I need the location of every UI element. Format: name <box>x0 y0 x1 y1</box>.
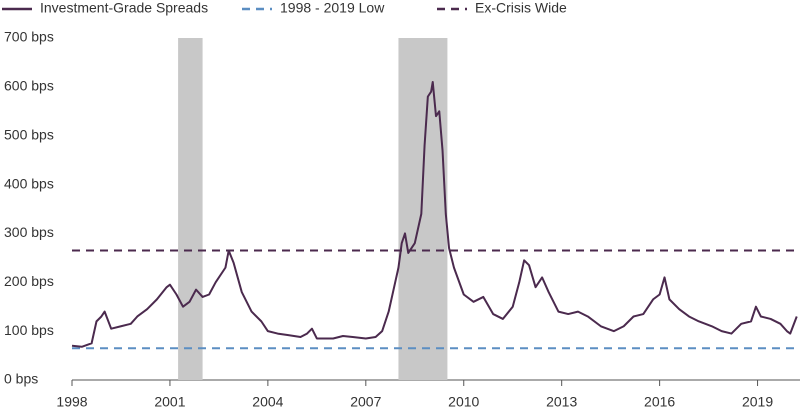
recession-shade <box>398 38 448 380</box>
legend-label: 1998 - 2019 Low <box>280 0 385 16</box>
legend-label: Investment-Grade Spreads <box>40 0 208 16</box>
x-tick-label: 2004 <box>252 394 283 410</box>
y-tick-label: 200 bps <box>4 273 54 289</box>
x-tick-label: 2013 <box>546 394 577 410</box>
legend-label: Ex-Crisis Wide <box>475 0 567 16</box>
series-line <box>71 80 798 348</box>
x-tick-label: 2010 <box>448 394 479 410</box>
y-tick-label: 300 bps <box>4 224 54 240</box>
x-tick-label: 2019 <box>742 394 773 410</box>
y-tick-label: 600 bps <box>4 78 54 94</box>
recession-shade <box>178 38 203 380</box>
y-tick-label: 500 bps <box>4 126 54 142</box>
y-tick-label: 700 bps <box>4 29 54 45</box>
x-tick-label: 2001 <box>154 394 185 410</box>
y-tick-label: 100 bps <box>4 322 54 338</box>
x-tick-label: 2007 <box>350 394 381 410</box>
y-tick-label: 0 bps <box>4 371 38 387</box>
y-tick-label: 400 bps <box>4 175 54 191</box>
x-tick-label: 1998 <box>56 394 87 410</box>
x-tick-label: 2016 <box>644 394 675 410</box>
